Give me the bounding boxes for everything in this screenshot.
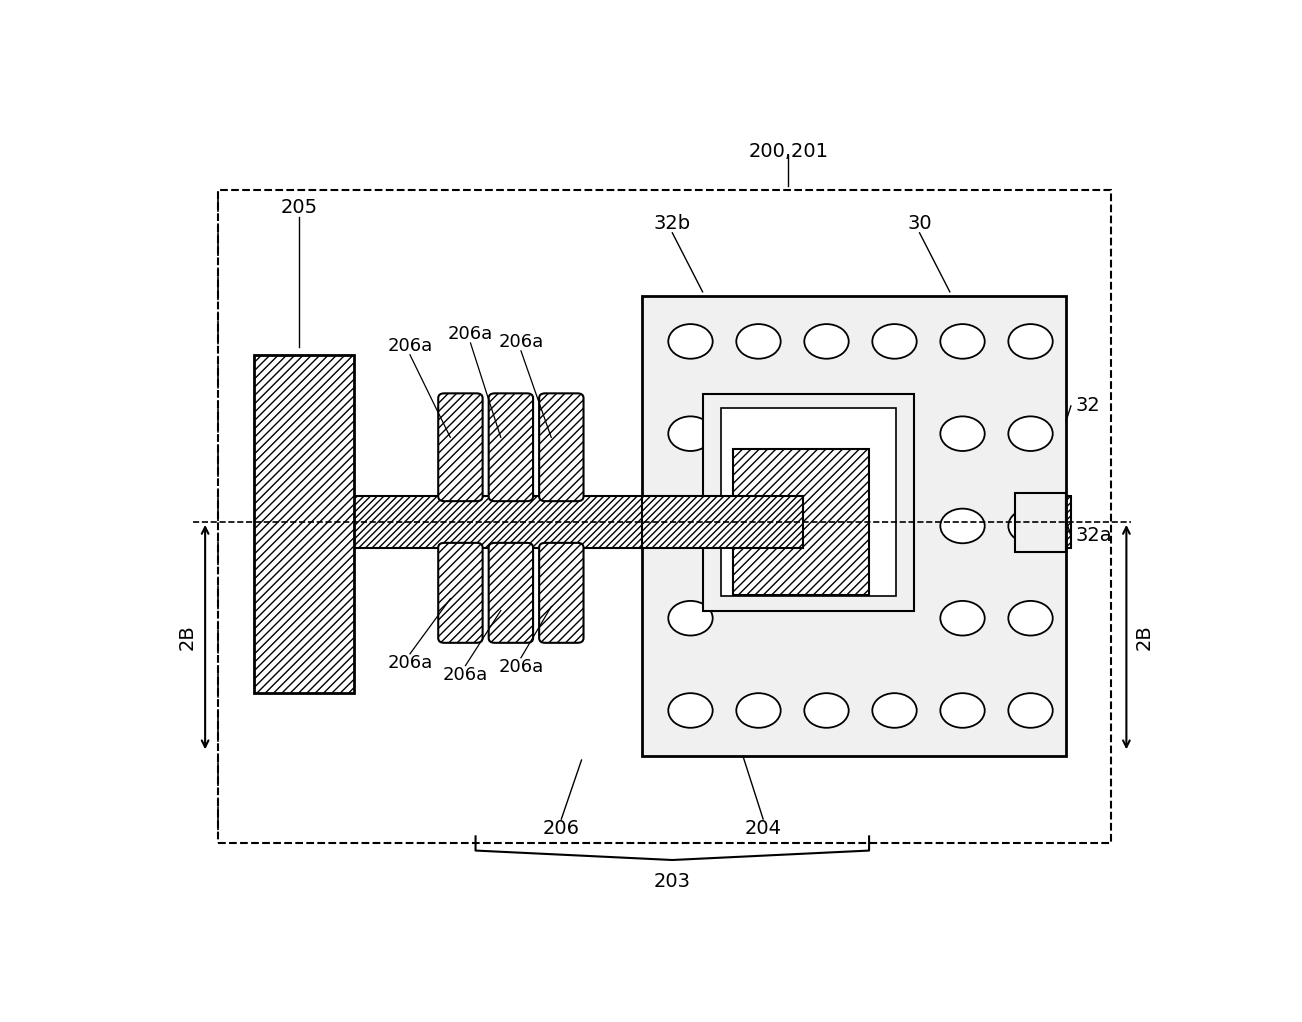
Text: 206a: 206a bbox=[387, 337, 432, 355]
Bar bbox=[1016, 493, 1066, 552]
Text: 32a: 32a bbox=[1075, 526, 1113, 546]
Circle shape bbox=[668, 601, 712, 636]
Bar bbox=[219, 189, 1112, 843]
Bar bbox=[703, 394, 914, 610]
Text: 2B: 2B bbox=[1135, 624, 1154, 650]
Bar bbox=[254, 355, 354, 693]
Circle shape bbox=[1008, 693, 1053, 728]
Circle shape bbox=[805, 324, 849, 359]
Circle shape bbox=[805, 693, 849, 728]
Bar bbox=[263, 497, 1070, 548]
FancyBboxPatch shape bbox=[488, 543, 533, 643]
FancyBboxPatch shape bbox=[439, 393, 483, 501]
Text: 2B: 2B bbox=[177, 624, 197, 650]
Bar bbox=[642, 295, 1066, 756]
Text: 206a: 206a bbox=[499, 333, 544, 351]
Text: 32b: 32b bbox=[654, 214, 691, 233]
Circle shape bbox=[1008, 509, 1053, 544]
Text: 30: 30 bbox=[907, 214, 932, 233]
Text: 206a: 206a bbox=[448, 325, 493, 343]
Circle shape bbox=[872, 693, 917, 728]
Text: 200,201: 200,201 bbox=[749, 142, 828, 161]
Circle shape bbox=[940, 324, 984, 359]
Text: 32: 32 bbox=[1075, 397, 1100, 415]
FancyBboxPatch shape bbox=[539, 393, 583, 501]
Circle shape bbox=[668, 509, 712, 544]
Circle shape bbox=[940, 693, 984, 728]
Circle shape bbox=[668, 416, 712, 451]
Text: 203: 203 bbox=[654, 872, 691, 891]
Circle shape bbox=[1008, 416, 1053, 451]
Circle shape bbox=[737, 693, 781, 728]
Bar bbox=[733, 450, 870, 595]
Text: 206a: 206a bbox=[443, 665, 488, 684]
Circle shape bbox=[737, 324, 781, 359]
Text: 206: 206 bbox=[543, 819, 579, 838]
Circle shape bbox=[940, 509, 984, 544]
FancyBboxPatch shape bbox=[539, 543, 583, 643]
FancyBboxPatch shape bbox=[439, 543, 483, 643]
Text: 205: 205 bbox=[280, 198, 318, 217]
Circle shape bbox=[668, 324, 712, 359]
Circle shape bbox=[1008, 324, 1053, 359]
Text: 206a: 206a bbox=[387, 654, 432, 671]
Circle shape bbox=[668, 693, 712, 728]
FancyBboxPatch shape bbox=[488, 393, 533, 501]
Bar bbox=[721, 409, 896, 597]
Text: 204: 204 bbox=[745, 819, 781, 838]
Circle shape bbox=[872, 324, 917, 359]
Bar bbox=[642, 497, 803, 548]
Circle shape bbox=[1008, 601, 1053, 636]
Circle shape bbox=[940, 601, 984, 636]
Text: 206a: 206a bbox=[499, 658, 544, 676]
Circle shape bbox=[940, 416, 984, 451]
